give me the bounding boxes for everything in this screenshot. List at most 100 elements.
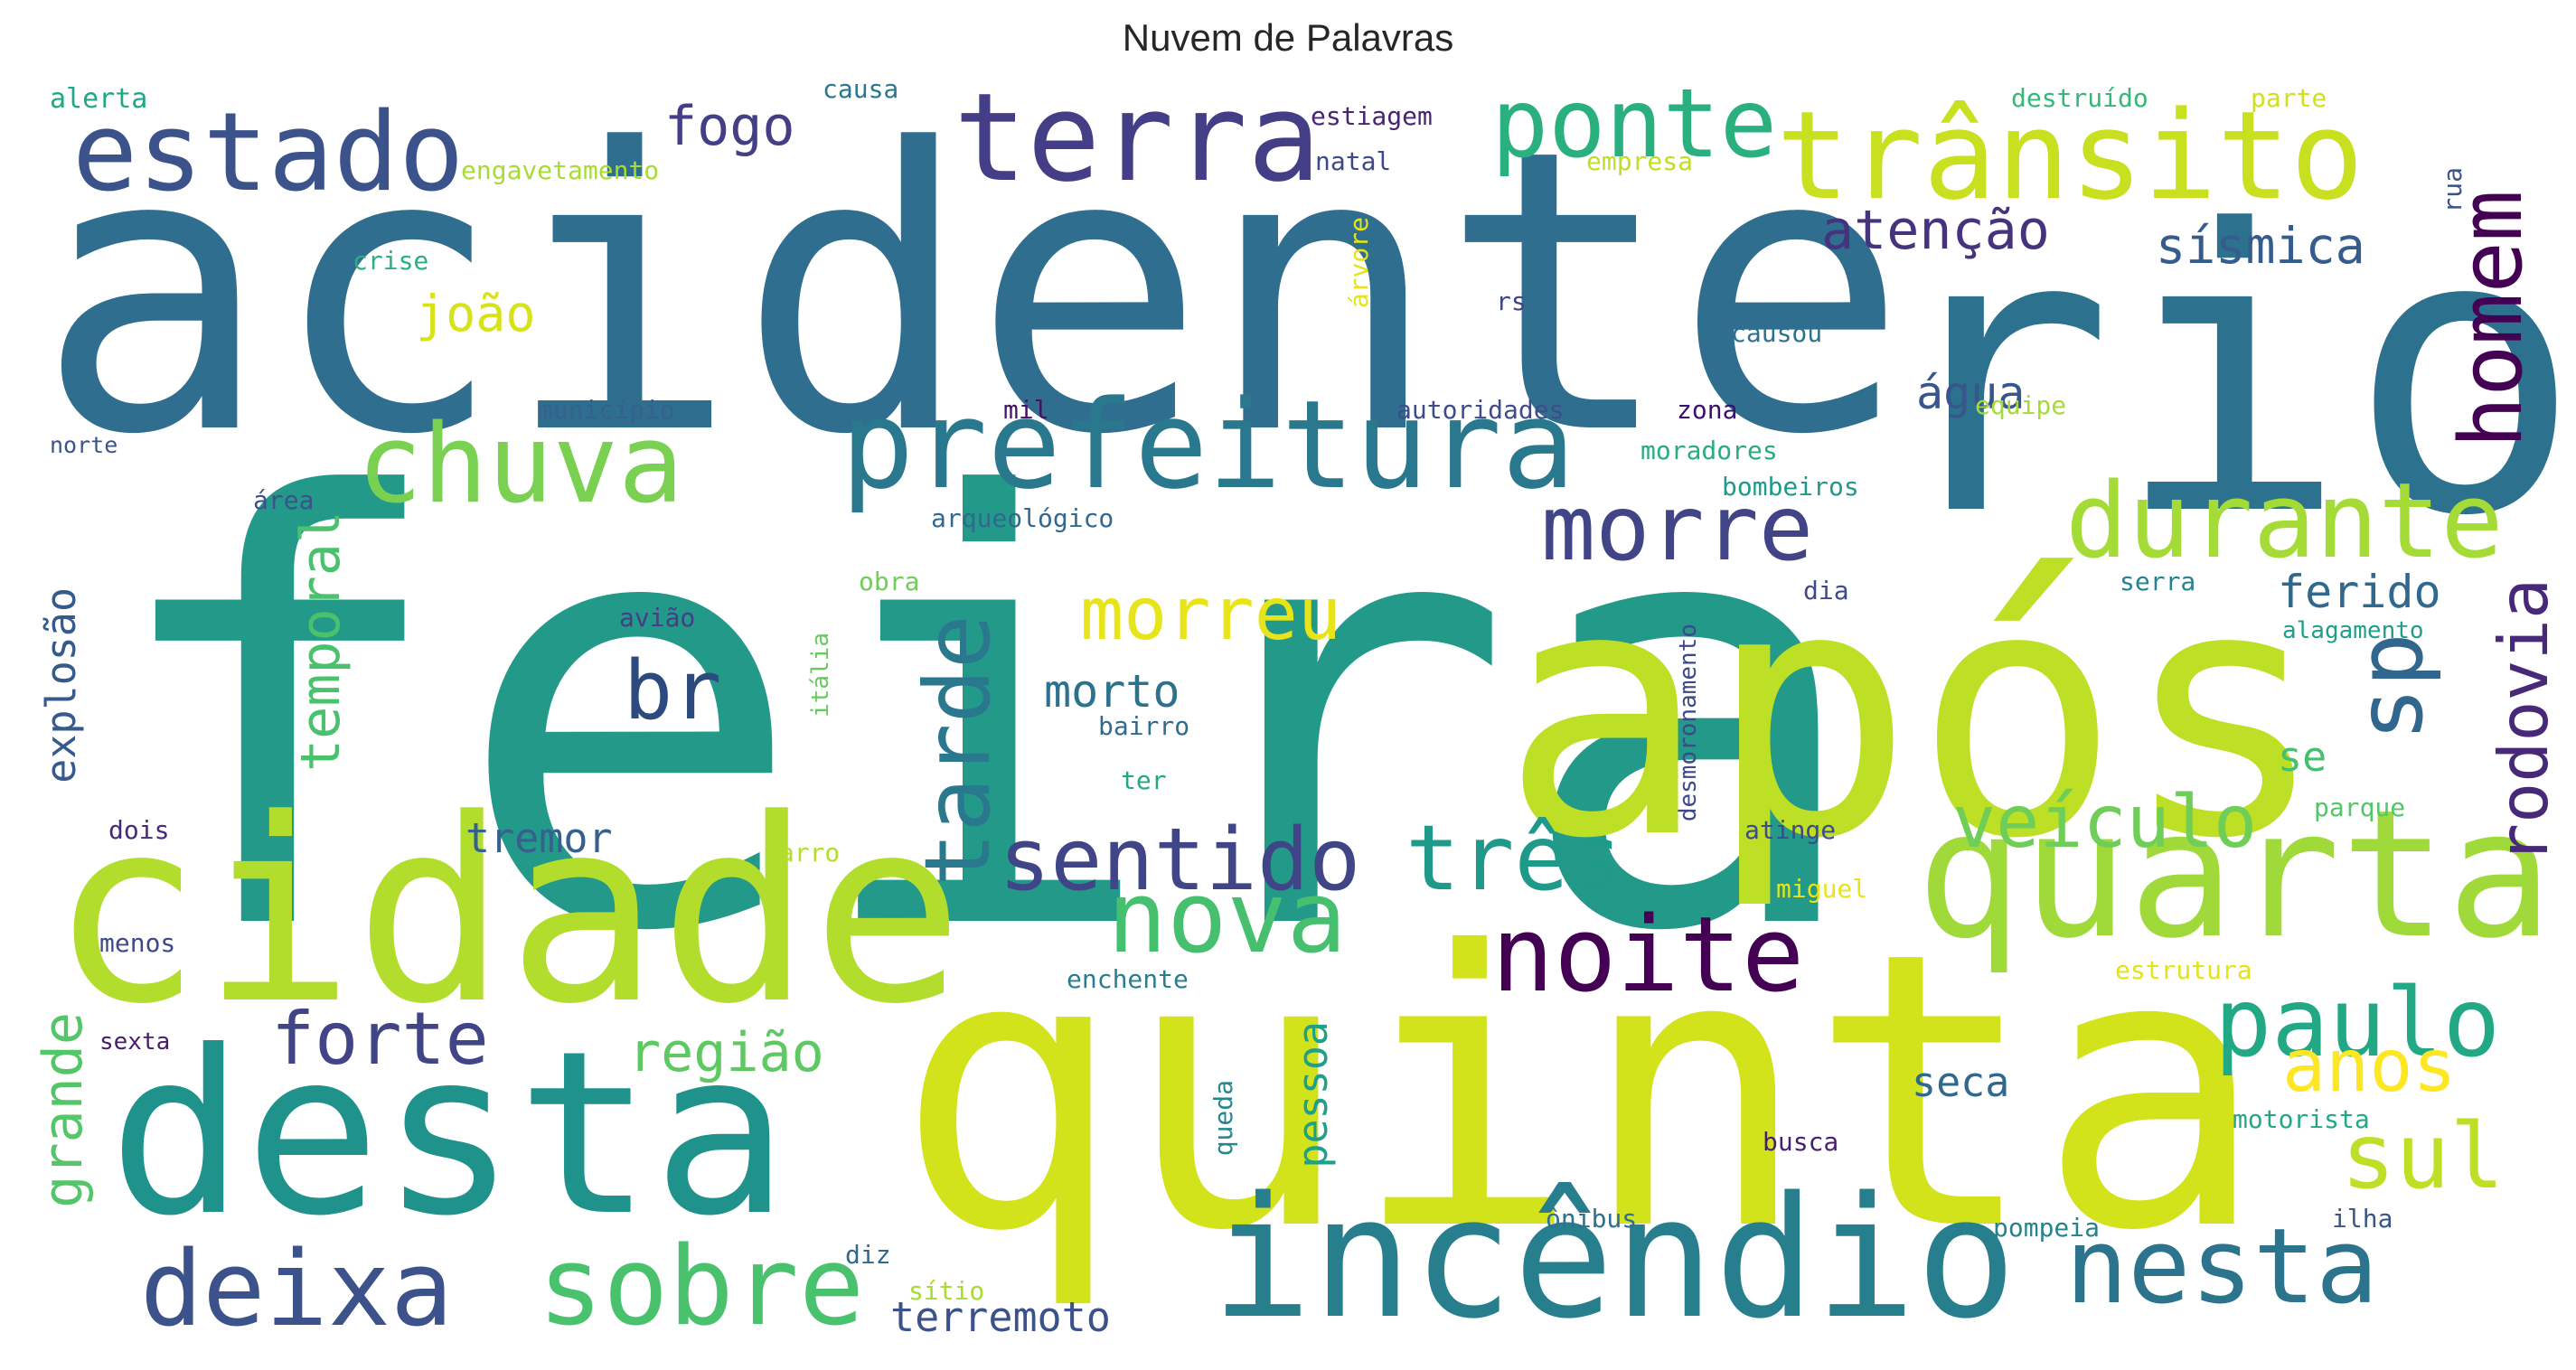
word: rs (1496, 286, 1527, 316)
word: causa (823, 74, 899, 104)
word: alerta (50, 83, 148, 115)
word: desta (108, 1002, 789, 1265)
word: sítio (908, 1276, 985, 1306)
word: homem (2442, 190, 2542, 448)
word: área (253, 485, 315, 515)
word: autoridades (1396, 395, 1565, 425)
word: tremor (465, 814, 613, 862)
word: ponte (1491, 69, 1778, 179)
word: ter (1121, 765, 1167, 795)
word: acidente (36, 68, 1909, 520)
word: engavetamento (461, 155, 660, 185)
word: mil (1003, 395, 1049, 425)
word: ônibus (1546, 1204, 1638, 1234)
word: prefeitura (841, 374, 1575, 516)
word: sentido (999, 811, 1361, 910)
word: forte (271, 997, 489, 1081)
word: moradores (1641, 436, 1778, 465)
word: rodovia (2484, 578, 2563, 865)
word: tarde (905, 615, 1011, 887)
word: sp (2337, 633, 2443, 742)
word: explosão (37, 587, 85, 784)
word: zona (1677, 395, 1738, 425)
word: miguel (1776, 874, 1868, 904)
word: obra (859, 567, 920, 596)
word: desmoronamento (1675, 624, 1702, 822)
word: terremoto (890, 1293, 1111, 1341)
word: arqueológico (931, 503, 1114, 533)
word: se (2278, 733, 2327, 781)
word: rua (2438, 167, 2468, 213)
word: alagamento (2282, 617, 2424, 644)
word: sobre (538, 1225, 865, 1350)
word: bombeiros (1722, 472, 1859, 502)
word: norte (50, 432, 118, 458)
word: cidade (50, 765, 964, 1060)
word: equipe (1975, 390, 2067, 420)
word: atinge (1744, 815, 1837, 845)
word: deixa (140, 1229, 454, 1350)
word: morreu (1080, 572, 1341, 656)
word: destruído (2011, 83, 2148, 113)
word: chuva (357, 402, 684, 528)
word: durante (2065, 461, 2504, 582)
word: carro (764, 838, 841, 868)
word: feira (99, 377, 1868, 1060)
word: nesta (2065, 1206, 2379, 1328)
word: morre (1541, 475, 1814, 581)
word: dois (108, 815, 170, 845)
word: empresa (1586, 146, 1694, 176)
word: queda (1208, 1080, 1238, 1157)
word: bairro (1098, 711, 1190, 741)
word: seca (1912, 1058, 2010, 1106)
word: causou (1731, 318, 1823, 348)
chart-title: Nuvem de Palavras (1122, 16, 1454, 59)
word: veículo (1952, 780, 2258, 864)
word: sul (2341, 1103, 2505, 1209)
word: joão (416, 285, 536, 342)
word: terra (954, 67, 1321, 209)
word: enchente (1067, 964, 1189, 994)
word: morto (1044, 665, 1180, 718)
word: sexta (99, 1028, 171, 1056)
word: motorista (2233, 1104, 2370, 1134)
word: parte (2251, 83, 2327, 113)
word: rio (1880, 149, 2576, 601)
word: pompeia (1993, 1213, 2101, 1243)
word: município (538, 395, 675, 425)
word: quinta (895, 872, 2267, 1314)
word: árvore (1344, 217, 1374, 309)
word: nova (1107, 859, 1347, 975)
word: água (1916, 367, 2026, 419)
word: estiagem (1311, 101, 1433, 131)
word: sísmica (2156, 217, 2365, 275)
word: natal (1315, 146, 1392, 176)
word: região (628, 1021, 824, 1084)
word: itália (807, 633, 834, 718)
word: trânsito (1776, 85, 2364, 227)
word: noite (1491, 895, 1805, 1016)
word: estrutura (2115, 955, 2252, 985)
word: crise (353, 246, 429, 276)
word: após (1500, 513, 2328, 914)
word: anos (2282, 1024, 2457, 1108)
word: diz (845, 1240, 891, 1270)
word: serra (2120, 567, 2196, 596)
word: grande (32, 1012, 95, 1208)
word: temporal (289, 511, 353, 772)
word: quarta (1916, 772, 2553, 977)
word: fogo (664, 95, 795, 158)
word: estado (72, 90, 465, 216)
word: atenção (1821, 199, 2050, 262)
word: dia (1803, 576, 1849, 605)
word: busca (1763, 1127, 1839, 1157)
word: parque (2314, 793, 2406, 822)
word: menos (99, 928, 176, 958)
word: ilha (2332, 1204, 2393, 1234)
word: avião (619, 603, 696, 633)
word: incêndio (1211, 1160, 2017, 1356)
word: paulo (2214, 968, 2501, 1078)
word: br (624, 643, 722, 738)
word: três (1406, 805, 1623, 911)
